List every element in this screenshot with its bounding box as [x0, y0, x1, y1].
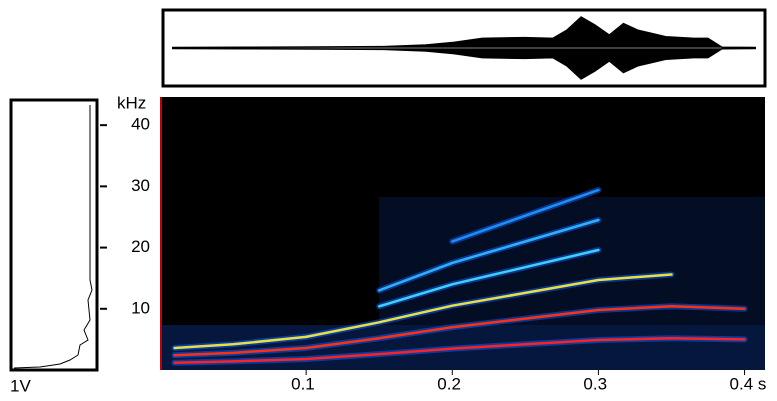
spectrum-trace: [13, 105, 93, 369]
harmonic: [173, 305, 746, 357]
waveform-upper: [171, 16, 757, 48]
x-tick-label: 0.4 s: [730, 374, 767, 393]
y-tick-label: 20: [131, 237, 150, 256]
y-tick-label: 10: [131, 298, 150, 317]
y-tick-label: 30: [131, 176, 150, 195]
spectrum-frame: [9, 98, 99, 372]
harmonic: [451, 188, 600, 243]
y-axis-label: kHz: [117, 93, 146, 112]
spectrogram: [160, 97, 765, 370]
y-tick-label: 40: [131, 115, 150, 134]
waveform-lower: [171, 48, 757, 80]
x-tick-label: 0.3: [583, 374, 607, 393]
waveform-frame: [161, 8, 767, 88]
x-tick-label: 0.1: [291, 374, 315, 393]
harmonic: [377, 218, 600, 292]
harmonic: [173, 273, 673, 350]
x-tick-label: 0.2: [437, 374, 461, 393]
noise-haze: [379, 197, 765, 325]
harmonic: [173, 336, 746, 364]
harmonic: [377, 248, 600, 308]
spectrum-label: 1V: [10, 376, 31, 395]
